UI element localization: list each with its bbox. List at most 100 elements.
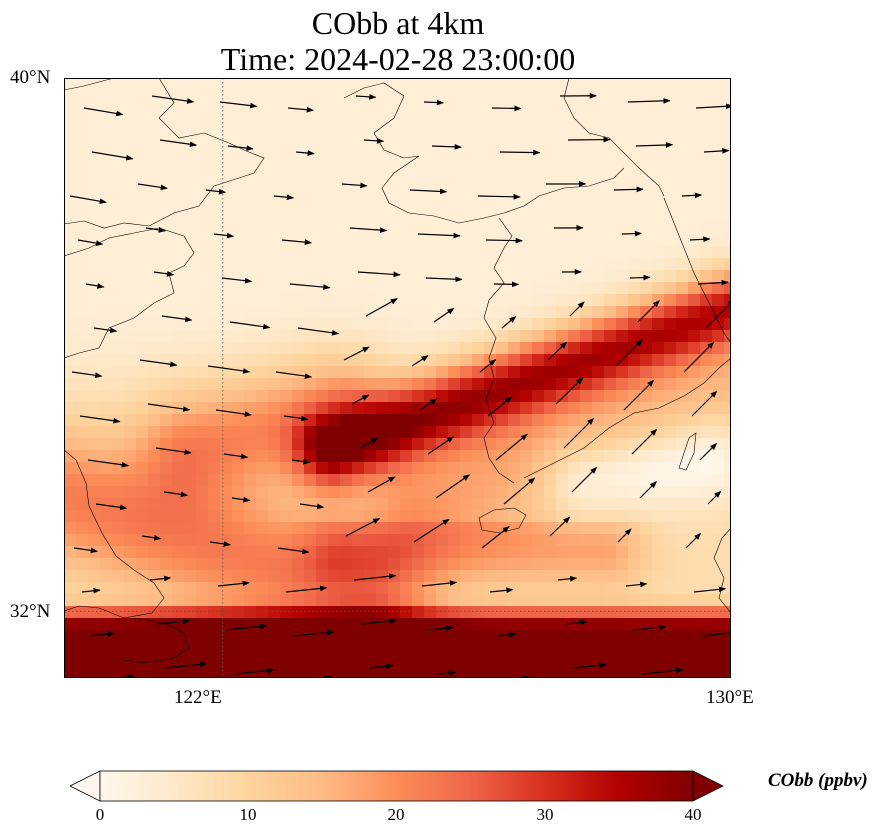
field-cell (388, 618, 401, 631)
field-cell (208, 234, 221, 247)
field-cell (244, 390, 257, 403)
field-cell (184, 354, 197, 367)
field-cell (460, 498, 473, 511)
field-cell (460, 486, 473, 499)
field-cell (76, 102, 89, 115)
field-cell (184, 246, 197, 259)
field-cell (220, 606, 233, 619)
field-cell (484, 222, 497, 235)
field-cell (232, 342, 245, 355)
field-cell (64, 426, 77, 439)
field-cell (172, 270, 185, 283)
field-cell (616, 618, 629, 631)
field-cell (172, 210, 185, 223)
field-cell (652, 270, 665, 283)
field-cell (220, 330, 233, 343)
field-cell (616, 438, 629, 451)
field-cell (568, 594, 581, 607)
field-cell (532, 90, 545, 103)
field-cell (268, 306, 281, 319)
wind-arrow (151, 95, 195, 104)
field-cell (436, 378, 449, 391)
field-cell (520, 150, 533, 163)
field-cell (724, 210, 731, 223)
field-cell (280, 534, 293, 547)
field-cell (640, 198, 653, 211)
field-cell (676, 126, 689, 139)
field-cell (268, 366, 281, 379)
field-cell (124, 222, 137, 235)
field-cell (376, 426, 389, 439)
field-cell (580, 162, 593, 175)
wind-arrow (613, 186, 644, 193)
field-cell (376, 258, 389, 271)
field-cell (64, 462, 77, 475)
field-cell (532, 366, 545, 379)
field-cell (64, 366, 77, 379)
field-cell (712, 102, 725, 115)
kyushu-coast (713, 527, 731, 614)
field-cell (220, 210, 233, 223)
field-cell (532, 558, 545, 571)
field-cell (148, 414, 161, 427)
field-cell (160, 378, 173, 391)
field-cell (508, 126, 521, 139)
field-cell (496, 630, 509, 643)
field-cell (700, 270, 713, 283)
field-cell (460, 510, 473, 523)
field-cell (700, 78, 713, 91)
field-cell (664, 510, 677, 523)
field-cell (208, 222, 221, 235)
wind-arrow (87, 459, 129, 468)
field-cell (532, 318, 545, 331)
field-cell (256, 246, 269, 259)
field-cell (640, 414, 653, 427)
field-cell (436, 414, 449, 427)
wind-arrow (359, 437, 379, 449)
field-cell (244, 546, 257, 559)
field-cell (652, 306, 665, 319)
field-cell (388, 150, 401, 163)
field-cell (652, 174, 665, 187)
field-cell (100, 174, 113, 187)
field-cell (652, 594, 665, 607)
field-cell (268, 474, 281, 487)
field-cell (64, 630, 77, 643)
field-cell (664, 462, 677, 475)
field-cell (172, 102, 185, 115)
field-cell (640, 618, 653, 631)
field-cell (196, 222, 209, 235)
field-cell (472, 150, 485, 163)
field-cell (304, 642, 317, 655)
field-cell (328, 438, 341, 451)
field-cell (724, 330, 731, 343)
field-cell (472, 618, 485, 631)
field-cell (256, 258, 269, 271)
field-cell (124, 522, 137, 535)
field-cell (472, 510, 485, 523)
field-cell (472, 114, 485, 127)
field-cell (340, 234, 353, 247)
field-cell (628, 138, 641, 151)
field-cell (184, 258, 197, 271)
field-cell (460, 558, 473, 571)
field-cell (340, 462, 353, 475)
field-cell (244, 522, 257, 535)
field-cell (592, 546, 605, 559)
field-cell (388, 186, 401, 199)
field-cell (724, 606, 731, 619)
field-cell (184, 558, 197, 571)
field-cell (640, 306, 653, 319)
field-cell (208, 258, 221, 271)
field-cell (568, 282, 581, 295)
field-cell (568, 450, 581, 463)
field-cell (124, 138, 137, 151)
field-cell (364, 306, 377, 319)
field-cell (472, 126, 485, 139)
field-cell (88, 306, 101, 319)
field-cell (640, 318, 653, 331)
field-cell (520, 594, 533, 607)
field-cell (700, 438, 713, 451)
field-cell (292, 342, 305, 355)
field-cell (172, 330, 185, 343)
